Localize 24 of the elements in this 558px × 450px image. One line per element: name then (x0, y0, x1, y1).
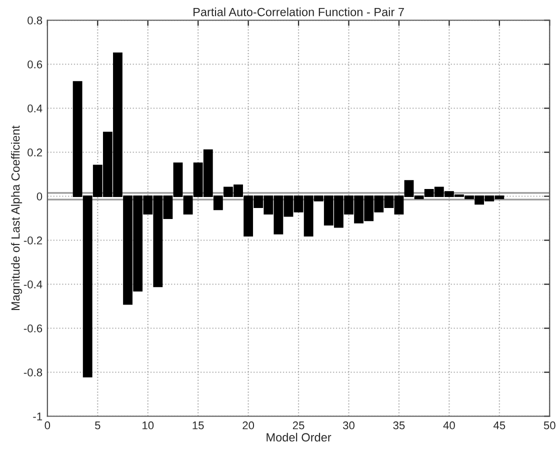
x-tick-label: 15 (192, 422, 204, 430)
x-tick-label: 45 (493, 422, 506, 430)
x-tick-label: 25 (292, 421, 304, 430)
x-axis-title: Model Order (266, 432, 332, 442)
y-tick-label: -0.4 (24, 280, 42, 288)
x-tick-label: 30 (342, 421, 354, 430)
y-tick-label: 0.6 (28, 60, 42, 68)
y-tick-label: 0.4 (28, 104, 42, 112)
y-tick-label: 0.2 (28, 148, 42, 156)
chart-title: Partial Auto-Correlation Function - Pair 7 (194, 8, 404, 16)
x-tick-label: 10 (142, 421, 154, 430)
y-tick-label: -1 (33, 412, 42, 420)
x-tick-label: 35 (393, 421, 405, 430)
y-tick-label: 0 (36, 192, 42, 200)
y-tick-label: 0.8 (28, 16, 42, 24)
x-tick-label: 20 (242, 421, 254, 430)
x-tick-label: 0 (44, 421, 50, 430)
y-axis-title: Magnitude of Last Alpha Coefficient (11, 126, 22, 310)
y-tick-label: -0.2 (24, 236, 42, 244)
x-tick-label: 40 (443, 421, 455, 430)
y-tick-label: -0.8 (24, 368, 42, 376)
x-tick-label: 50 (544, 421, 556, 430)
y-tick-label: -0.6 (24, 324, 42, 332)
x-tick-label: 5 (95, 422, 100, 430)
